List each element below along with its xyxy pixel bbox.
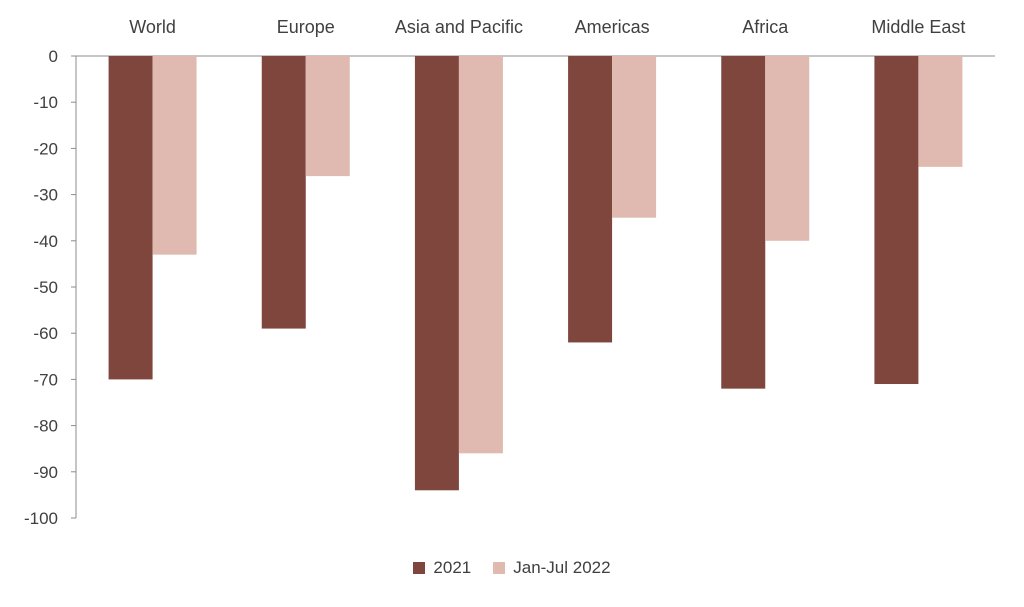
bar-jan-jul-2022 [458, 56, 503, 454]
bar-2021 [414, 56, 459, 491]
bar-2021 [568, 56, 613, 343]
legend: 2021 Jan-Jul 2022 [0, 558, 1024, 578]
y-tick-label: -80 [33, 417, 58, 436]
bar-jan-jul-2022 [305, 56, 350, 177]
y-tick-label: -20 [33, 139, 58, 158]
bars [108, 56, 963, 491]
category-label: Asia and Pacific [395, 17, 523, 37]
bar-jan-jul-2022 [765, 56, 810, 241]
legend-swatch-2021 [413, 562, 426, 574]
legend-swatch-jan-jul-2022 [493, 562, 506, 574]
y-tick-label: -30 [33, 186, 58, 205]
y-tick-label: -60 [33, 324, 58, 343]
category-labels: World Europe Asia and Pacific Americas Afric… [129, 17, 965, 37]
bar-2021 [261, 56, 306, 329]
y-tick-label: 0 [49, 47, 58, 66]
category-label: Africa [742, 17, 789, 37]
y-tick-label: -10 [33, 93, 58, 112]
legend-item-jan-jul-2022: Jan-Jul 2022 [493, 558, 611, 578]
y-axis: 0 -10 -20 -30 -40 -50 -60 -70 -80 -90 -100 [24, 47, 995, 528]
bar-2021 [108, 56, 153, 380]
legend-label-2021: 2021 [433, 558, 472, 577]
category-label: Americas [575, 17, 650, 37]
y-tick-label: -90 [33, 463, 58, 482]
bar-2021 [721, 56, 766, 389]
category-label: Middle East [871, 17, 965, 37]
category-label: Europe [277, 17, 335, 37]
y-tick-label: -70 [33, 370, 58, 389]
y-tick-label: -50 [33, 278, 58, 297]
bar-jan-jul-2022 [612, 56, 657, 218]
bar-jan-jul-2022 [918, 56, 963, 167]
bar-2021 [874, 56, 919, 385]
y-tick-label: -100 [24, 509, 58, 528]
legend-label-jan-jul-2022: Jan-Jul 2022 [513, 558, 611, 577]
legend-item-2021: 2021 [413, 558, 471, 578]
category-label: World [129, 17, 176, 37]
bar-jan-jul-2022 [152, 56, 197, 255]
y-tick-label: -40 [33, 232, 58, 251]
